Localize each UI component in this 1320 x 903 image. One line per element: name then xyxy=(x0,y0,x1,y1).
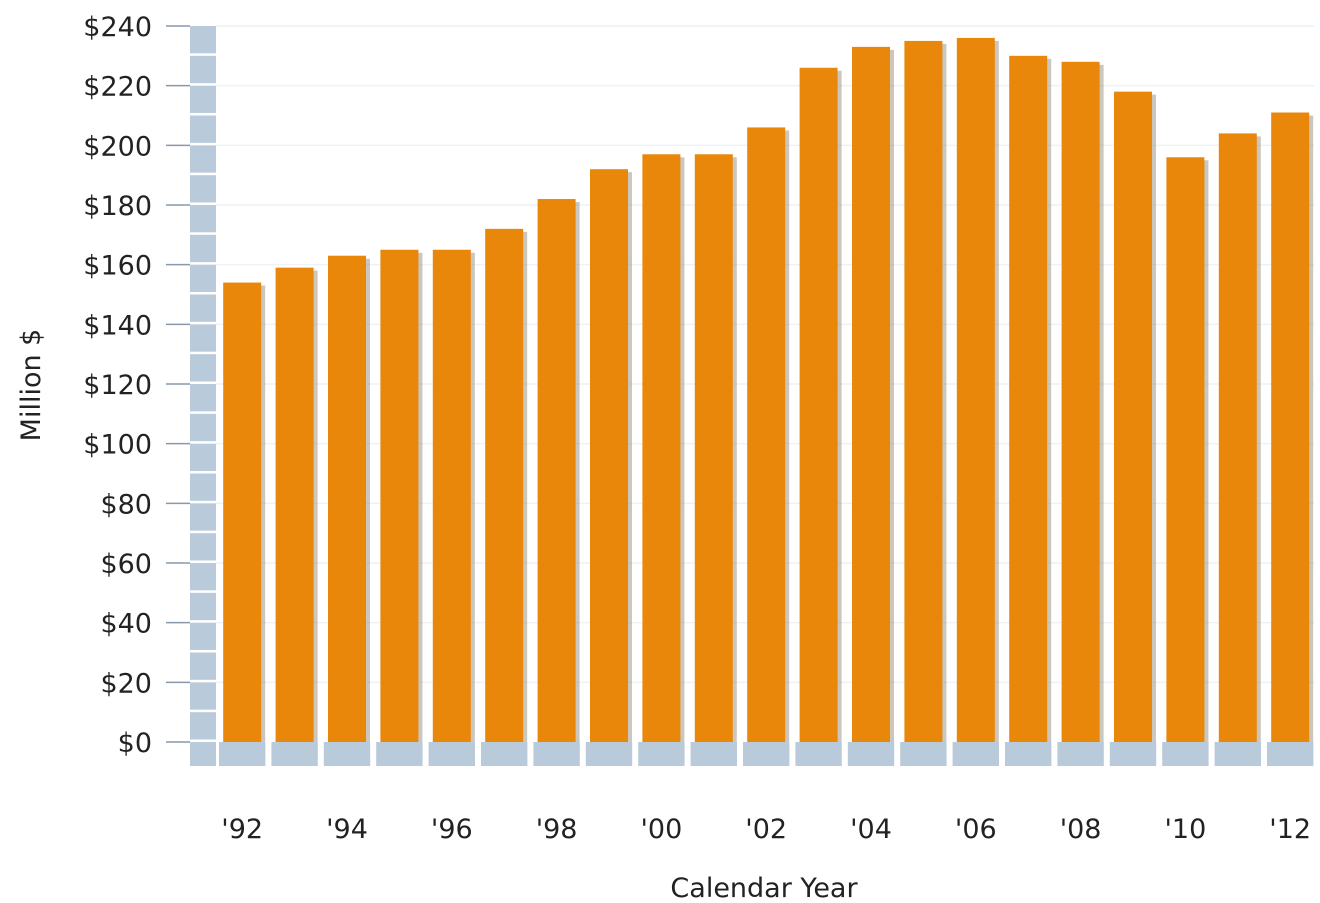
bar-1997 xyxy=(485,228,524,742)
x-axis-strip-block xyxy=(638,742,685,766)
x-axis-strip-block xyxy=(847,742,895,766)
y-axis-title: Million $ xyxy=(16,329,47,442)
y-axis-strip-block xyxy=(190,264,216,292)
y-axis-strip-block xyxy=(190,592,216,621)
bars xyxy=(223,37,1310,743)
y-tick-label: $180 xyxy=(83,191,152,222)
bar-2004 xyxy=(852,46,890,742)
bar-1999 xyxy=(590,169,628,742)
x-axis-strip-block xyxy=(952,742,999,766)
y-axis-strip-block xyxy=(190,55,216,84)
y-tick-label: $60 xyxy=(100,549,152,580)
bar-2003 xyxy=(799,67,838,743)
x-axis-strip-block xyxy=(900,742,947,766)
x-axis-strip-block xyxy=(1162,742,1209,766)
x-tick-label: '06 xyxy=(955,814,997,845)
bar-2002 xyxy=(747,127,786,742)
x-tick-label: '10 xyxy=(1165,814,1207,845)
x-axis-strip-block xyxy=(1109,742,1157,766)
y-tick-label: $240 xyxy=(83,12,152,43)
bar-1993 xyxy=(275,267,314,742)
x-axis-strip-block xyxy=(1267,742,1314,766)
bar-1992 xyxy=(223,282,262,742)
x-tick-label: '94 xyxy=(326,814,368,845)
y-axis-strip-block xyxy=(190,384,216,412)
axis-decoration xyxy=(190,26,1314,766)
y-tick-label: $20 xyxy=(100,668,152,699)
y-axis-strip-block xyxy=(190,115,216,143)
bar-2010 xyxy=(1166,157,1205,742)
y-axis-strip-block xyxy=(190,205,216,233)
x-axis-strip-block xyxy=(1057,742,1104,766)
bar-1996 xyxy=(432,249,471,742)
y-tick-label: $40 xyxy=(100,609,152,640)
y-tick-label: $80 xyxy=(100,489,152,520)
y-axis-strip-block xyxy=(190,533,216,561)
y-axis-strip-block xyxy=(190,712,216,740)
y-axis-strip-block xyxy=(190,324,216,352)
x-axis-strip-block xyxy=(533,742,580,766)
bar-2000 xyxy=(642,154,681,743)
x-tick-label: '08 xyxy=(1060,814,1102,845)
x-tick-label: '96 xyxy=(431,814,473,845)
bar-2006 xyxy=(956,37,995,742)
x-tick-label: '02 xyxy=(745,814,787,845)
y-tick-label: $100 xyxy=(83,430,152,461)
x-axis-strip-block xyxy=(1005,742,1052,766)
x-tick-label: '98 xyxy=(536,814,578,845)
bar-2012 xyxy=(1271,112,1310,743)
x-axis-strip-block xyxy=(795,742,842,766)
x-axis-strip-block xyxy=(1214,742,1261,766)
y-axis-strip-block xyxy=(190,443,216,471)
x-axis-strip-block xyxy=(481,742,528,766)
x-axis-strip-block xyxy=(323,742,371,766)
x-axis-strip-block xyxy=(271,742,318,766)
y-axis-strip-block xyxy=(190,473,216,501)
x-axis-strip-block xyxy=(219,742,266,766)
y-axis-strip-block xyxy=(190,175,216,203)
x-axis-strip-corner xyxy=(190,742,216,766)
y-axis-strip-block xyxy=(190,652,216,680)
y-tick-label: $120 xyxy=(83,370,152,401)
x-tick-label: '12 xyxy=(1269,814,1311,845)
bar-2008 xyxy=(1061,61,1100,743)
bar-2001 xyxy=(694,154,733,743)
bar-2005 xyxy=(904,40,943,742)
bar-2009 xyxy=(1114,91,1152,743)
y-axis-strip-block xyxy=(190,234,216,263)
x-axis-strip-block xyxy=(690,742,737,766)
y-axis-strip-block xyxy=(190,294,216,322)
bar-2007 xyxy=(1009,55,1048,743)
bar-1994 xyxy=(328,255,366,742)
x-tick-label: '00 xyxy=(641,814,683,845)
y-axis-ticks: $0 $20 $40 $60 $80 $100 $120 $140 $160 $180 $200 $2… xyxy=(83,12,190,759)
x-axis-ticks: '92 '94 '96 '98 '00 '02 '04 '06 '08 '10 '12 xyxy=(221,814,1311,845)
y-tick-label: $0 xyxy=(118,728,152,759)
x-tick-label: '04 xyxy=(850,814,892,845)
y-tick-label: $160 xyxy=(83,251,152,282)
y-axis-strip-block xyxy=(190,503,216,531)
bar-1998 xyxy=(537,199,576,743)
bar-1995 xyxy=(380,249,419,742)
y-axis-strip-block xyxy=(190,26,216,54)
y-tick-label: $220 xyxy=(83,72,152,103)
y-axis-strip-block xyxy=(190,682,216,710)
y-tick-label: $140 xyxy=(83,310,152,341)
y-axis-strip-block xyxy=(190,413,216,442)
y-axis-strip-block xyxy=(190,354,216,382)
x-tick-label: '92 xyxy=(221,814,263,845)
x-axis-strip-block xyxy=(585,742,633,766)
x-axis-strip-block xyxy=(376,742,423,766)
bar-2011 xyxy=(1218,133,1257,742)
y-axis-strip-block xyxy=(190,563,216,591)
x-axis-title: Calendar Year xyxy=(670,873,858,903)
y-axis-strip-block xyxy=(190,622,216,650)
y-tick-label: $200 xyxy=(83,131,152,162)
x-axis-strip-block xyxy=(743,742,790,766)
y-axis-strip-block xyxy=(190,145,216,173)
y-axis-strip-block xyxy=(190,85,216,113)
x-axis-strip-block xyxy=(428,742,475,766)
